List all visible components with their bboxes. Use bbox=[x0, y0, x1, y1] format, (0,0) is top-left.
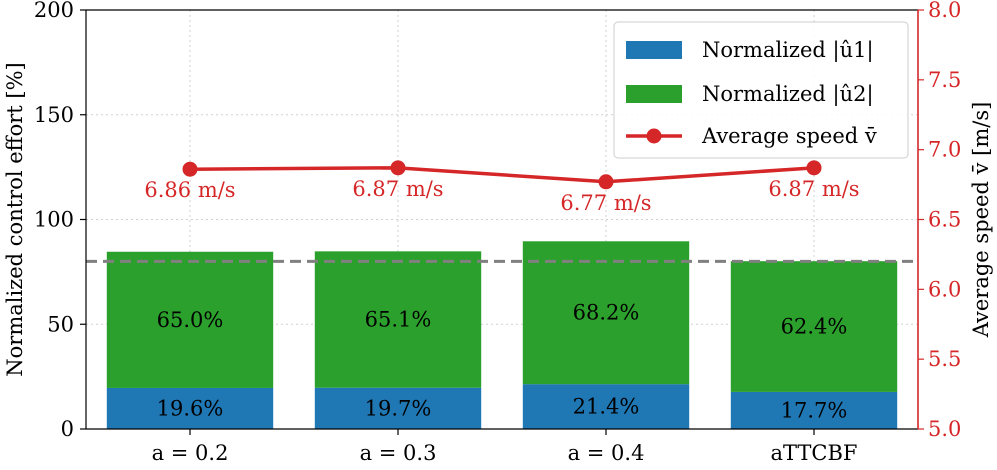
data-label-u2: 62.4% bbox=[781, 315, 848, 339]
legend-box bbox=[613, 21, 909, 159]
legend-label: Average speed v̄ bbox=[701, 124, 877, 148]
y2-axis-label: Average speed v̄ [m/s] bbox=[969, 102, 993, 339]
speed-marker bbox=[806, 160, 822, 176]
speed-marker bbox=[390, 160, 406, 176]
x-tick-label: a = 0.3 bbox=[360, 441, 437, 465]
x-tick-label: a = 0.2 bbox=[152, 441, 229, 465]
bar-u2 bbox=[730, 261, 898, 392]
y-tick-label: 200 bbox=[34, 0, 74, 22]
bar-u1 bbox=[314, 387, 482, 429]
speed-marker bbox=[598, 174, 614, 190]
data-label-u1: 19.7% bbox=[365, 396, 432, 420]
legend-swatch-u2 bbox=[626, 85, 682, 103]
data-label-u2: 68.2% bbox=[573, 301, 640, 325]
data-label-u1: 17.7% bbox=[781, 398, 848, 422]
speed-label: 6.77 m/s bbox=[560, 191, 651, 215]
bar-u1 bbox=[522, 384, 690, 429]
bar-u2 bbox=[314, 251, 482, 388]
bar-u1 bbox=[106, 387, 274, 429]
bar-u2 bbox=[106, 251, 274, 388]
legend-marker-speed bbox=[646, 128, 662, 144]
y-tick-label: 150 bbox=[34, 103, 74, 127]
data-label-u1: 19.6% bbox=[157, 396, 224, 420]
y2-tick-label: 5.0 bbox=[928, 417, 961, 441]
x-tick-label: a = 0.4 bbox=[568, 441, 645, 465]
y2-tick-label: 5.5 bbox=[928, 347, 961, 371]
speed-line-group: 6.86 m/s 6.87 m/s 6.77 m/s 6.87 m/s bbox=[144, 160, 860, 215]
bars: 19.6% 65.0% 19.7% 65.1% 21.4% 68.2% 17.7% 62.4% bbox=[106, 241, 898, 429]
bar-u2 bbox=[522, 241, 690, 385]
speed-label: 6.86 m/s bbox=[144, 178, 235, 202]
legend: Normalized |û1| Normalized |û2| Average sp… bbox=[613, 21, 909, 159]
y2-tick-label: 6.0 bbox=[928, 277, 961, 301]
data-label-u2: 65.1% bbox=[365, 308, 432, 332]
speed-marker bbox=[182, 161, 198, 177]
y2-tick-label: 8.0 bbox=[928, 0, 961, 22]
y2-tick-label: 7.0 bbox=[928, 138, 961, 162]
x-tick-label: aTTCBF bbox=[771, 441, 858, 465]
y-tick-label: 50 bbox=[47, 312, 74, 336]
bar-u1 bbox=[730, 391, 898, 429]
speed-label: 6.87 m/s bbox=[768, 177, 859, 201]
y2-tick-label: 7.5 bbox=[928, 68, 961, 92]
speed-label: 6.87 m/s bbox=[352, 177, 443, 201]
y-tick-label: 100 bbox=[34, 208, 74, 232]
y-axis-label: Normalized control effort [%] bbox=[3, 62, 27, 376]
legend-label: Normalized |û1| bbox=[702, 38, 874, 63]
legend-swatch-u1 bbox=[626, 41, 682, 59]
legend-label: Normalized |û2| bbox=[702, 82, 874, 107]
data-label-u1: 21.4% bbox=[573, 395, 640, 419]
y-tick-label: 0 bbox=[61, 417, 74, 441]
y2-tick-label: 6.5 bbox=[928, 208, 961, 232]
axes: 0 50 100 150 200 5.0 5.5 6.0 6.5 7.0 7.5 8.0 a = 0.2… bbox=[3, 0, 993, 465]
speed-line bbox=[189, 166, 815, 184]
data-label-u2: 65.0% bbox=[157, 308, 224, 332]
